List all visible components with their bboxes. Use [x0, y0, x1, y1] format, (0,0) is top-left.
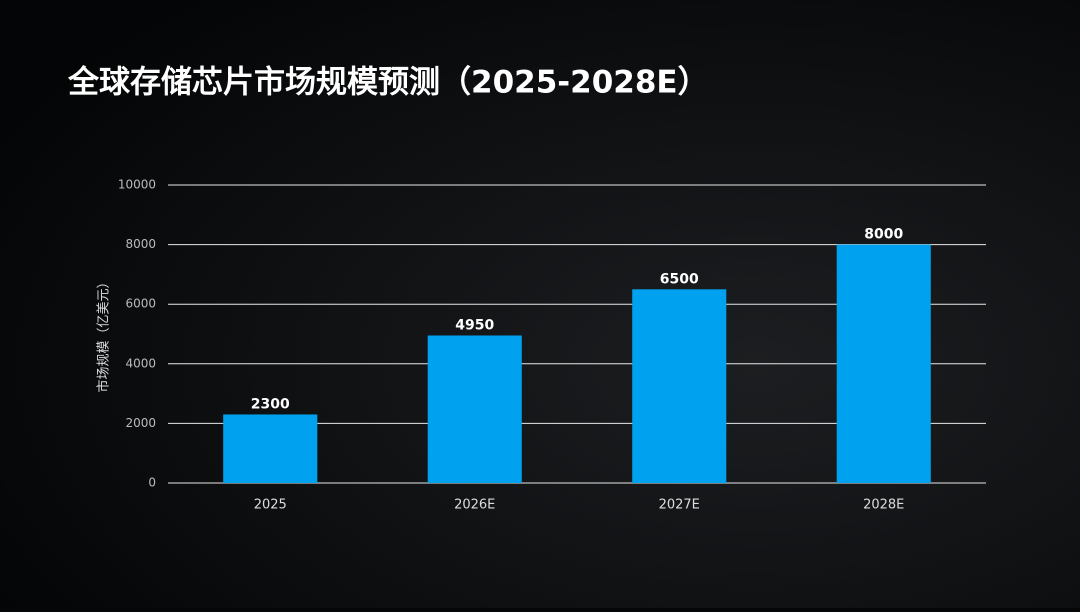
y-tick-label: 10000 [118, 178, 156, 192]
data-label: 2300 [251, 396, 290, 412]
y-tick-label: 4000 [125, 356, 156, 370]
x-tick-label: 2025 [254, 498, 287, 513]
x-tick-label: 2027E [659, 498, 700, 513]
bar [427, 335, 522, 483]
data-label: 6500 [660, 271, 699, 287]
data-label: 8000 [864, 227, 903, 243]
y-tick-label: 8000 [125, 237, 156, 251]
y-tick-label: 0 [148, 476, 156, 490]
x-tick-label: 2028E [863, 498, 904, 513]
y-tick-label: 2000 [125, 416, 156, 430]
chart-title: 全球存储芯片市场规模预测（2025-2028E） [67, 65, 709, 101]
x-tick-label: 2026E [454, 498, 495, 513]
y-tick-label: 6000 [125, 297, 156, 311]
bar [836, 244, 931, 483]
data-label: 4950 [455, 317, 494, 333]
y-axis-label: 市场规模（亿美元） [96, 275, 112, 392]
bar [632, 289, 727, 483]
bar [223, 414, 318, 483]
